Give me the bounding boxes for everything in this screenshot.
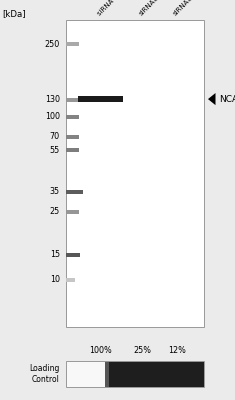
Bar — [105, 361, 109, 387]
Bar — [66, 98, 78, 102]
Bar — [66, 134, 79, 139]
Bar — [66, 361, 105, 387]
Bar — [66, 190, 83, 194]
Bar — [66, 114, 79, 119]
Text: siRNA#1: siRNA#1 — [138, 0, 164, 16]
Text: 70: 70 — [50, 132, 60, 141]
Bar — [105, 361, 204, 387]
Text: 130: 130 — [45, 95, 60, 104]
Bar — [66, 42, 79, 46]
Text: 15: 15 — [50, 250, 60, 260]
Text: 250: 250 — [45, 40, 60, 49]
Text: NCAPH: NCAPH — [219, 94, 235, 104]
Text: [kDa]: [kDa] — [2, 9, 26, 18]
Text: 35: 35 — [50, 188, 60, 196]
Text: 25%: 25% — [133, 346, 151, 355]
Bar — [78, 96, 123, 102]
Bar — [66, 253, 80, 257]
Text: siRNA ctrl: siRNA ctrl — [96, 0, 125, 16]
Bar — [66, 20, 204, 327]
Text: 12%: 12% — [168, 346, 186, 355]
Bar — [66, 278, 75, 282]
Polygon shape — [208, 93, 215, 105]
Text: 100%: 100% — [89, 346, 112, 355]
Text: 55: 55 — [50, 146, 60, 155]
Text: 25: 25 — [50, 208, 60, 216]
Text: 10: 10 — [50, 275, 60, 284]
Bar — [66, 210, 79, 214]
Bar — [66, 148, 79, 152]
Text: Loading
Control: Loading Control — [30, 364, 60, 384]
Bar — [66, 361, 204, 387]
Text: siRNA#2: siRNA#2 — [172, 0, 198, 16]
Text: 100: 100 — [45, 112, 60, 121]
